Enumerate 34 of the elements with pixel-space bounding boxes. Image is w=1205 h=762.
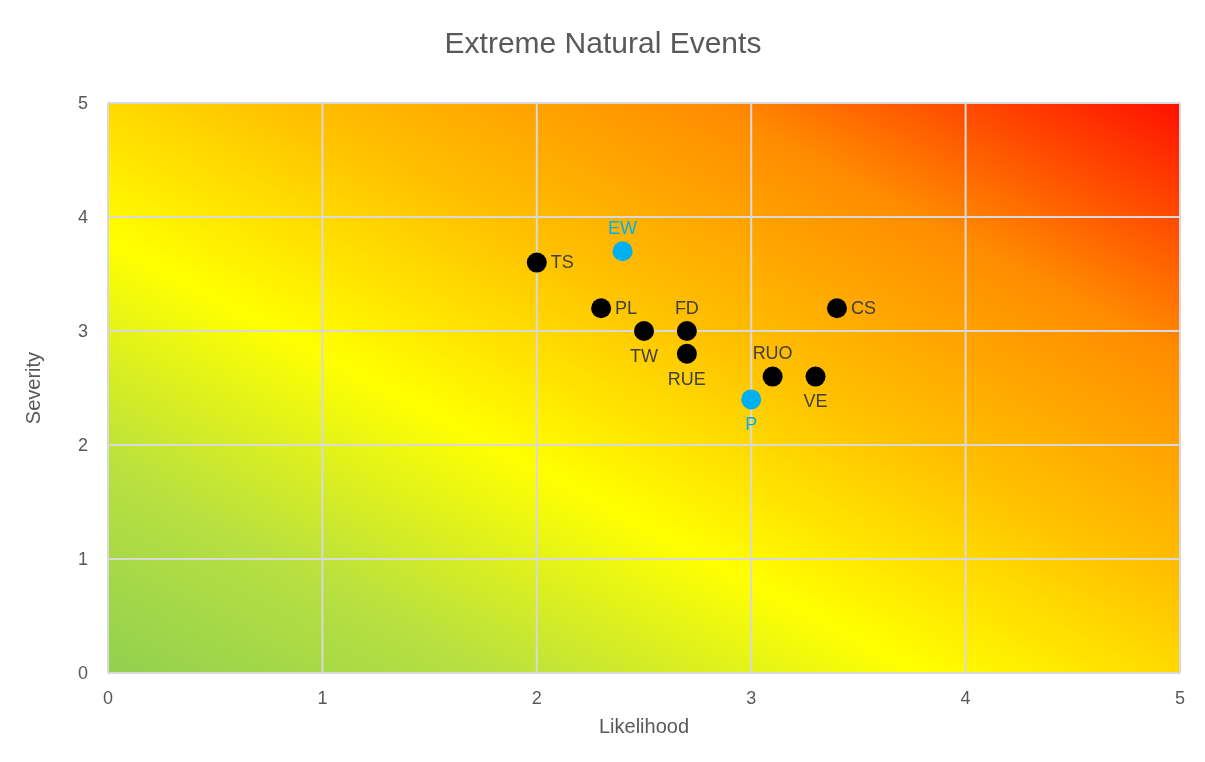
series-label: FD — [674, 297, 699, 318]
series-label: RUO — [752, 343, 793, 364]
point — [676, 343, 697, 364]
x-tick-label: 2 — [531, 687, 542, 708]
x-tick-label: 1 — [317, 687, 328, 708]
x-tick-label: 5 — [1174, 687, 1186, 708]
series-label: VE — [803, 391, 828, 412]
point — [676, 321, 697, 341]
series-label: TW — [630, 345, 658, 366]
point — [741, 389, 762, 410]
y-axis-title: Severity — [22, 351, 45, 425]
y-tick-label: 5 — [77, 93, 88, 114]
point — [762, 366, 783, 387]
y-tick-label: 4 — [77, 207, 88, 228]
point — [526, 252, 547, 273]
point — [612, 241, 633, 262]
series-label: RUE — [667, 368, 706, 389]
series-label: CS — [850, 297, 876, 318]
y-tick-label: 2 — [77, 435, 88, 456]
y-tick-label: 3 — [77, 321, 88, 342]
x-tick-label: 4 — [960, 687, 971, 708]
series-label: PL — [615, 297, 638, 318]
series-label: TS — [550, 252, 574, 273]
point — [826, 298, 847, 319]
y-tick-label: 0 — [77, 663, 88, 684]
point — [634, 321, 654, 341]
y-tick-label: 1 — [77, 549, 88, 570]
point — [805, 366, 826, 387]
x-axis-title: Likelihood — [598, 715, 690, 737]
chart-title: Extreme Natural Events — [443, 26, 763, 60]
x-tick-label: 3 — [746, 687, 757, 708]
series-label: EW — [608, 217, 638, 238]
point — [591, 298, 612, 319]
x-tick-label: 0 — [102, 687, 114, 708]
